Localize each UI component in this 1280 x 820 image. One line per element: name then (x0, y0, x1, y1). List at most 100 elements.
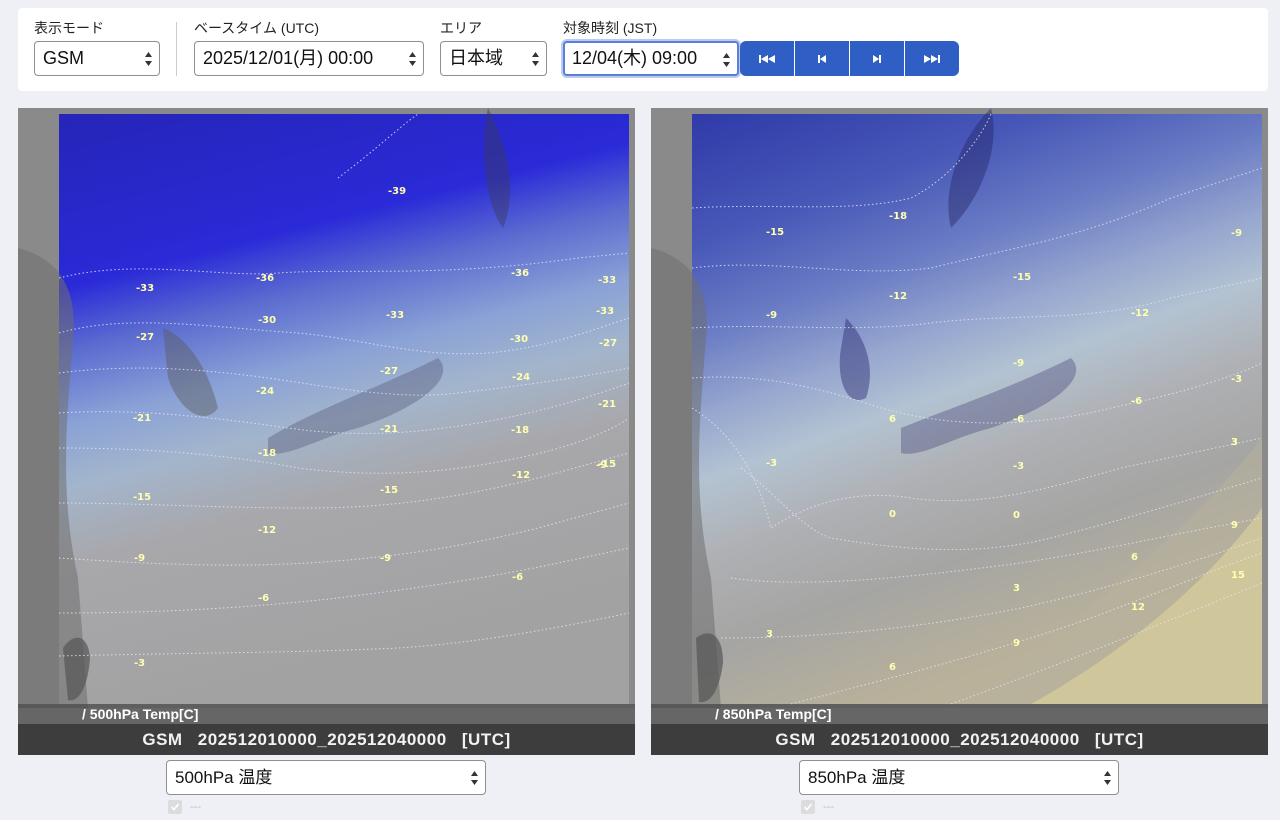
prev-button[interactable] (795, 41, 849, 76)
select-arrows-icon (1104, 771, 1111, 785)
overlay-checkbox-500hpa[interactable]: --- (168, 800, 201, 814)
contour-label: -3 (766, 458, 777, 469)
contour-label: -18 (511, 425, 529, 436)
contour-label: -6 (258, 593, 269, 604)
map-caption-run: GSM 202512010000_202512040000 [UTC] (651, 724, 1268, 755)
variable-select-box[interactable]: 850hPa 温度 (799, 760, 1119, 795)
contour-label: -24 (256, 386, 274, 397)
contour-label: -6 (1131, 396, 1142, 407)
contour-label: -12 (512, 470, 530, 481)
next-icon (873, 54, 881, 63)
contour-label: -12 (258, 525, 276, 536)
contour-label: -21 (598, 399, 616, 410)
toolbar: 表示モード GSM ベースタイム (UTC) 2025/12/01(月) 00:… (18, 8, 1268, 91)
variable-select-box[interactable]: 500hPa 温度 (166, 760, 486, 795)
checkbox-label: --- (190, 801, 201, 813)
contour-label: -33 (386, 310, 404, 321)
select-arrows-icon (723, 53, 730, 67)
mode-select[interactable]: GSM (34, 41, 160, 76)
contour-label: 15 (1231, 570, 1245, 581)
contour-label: -9 (134, 553, 145, 564)
area-control: エリア 日本域 (440, 20, 547, 76)
contour-label: -30 (258, 315, 276, 326)
map-panel-500hpa[interactable]: -39 -36 -36 -33 -33 -33 -33 -30 -30 -27 -27 -27 -24 -… (18, 108, 635, 755)
contour-label: -27 (599, 338, 617, 349)
first-icon (759, 54, 775, 63)
contour-label: 3 (766, 629, 773, 640)
next-button[interactable] (850, 41, 904, 76)
contour-label: -3 (1231, 374, 1242, 385)
contour-label: -9 (766, 310, 777, 321)
contour-label: -3 (134, 658, 145, 669)
contour-label: -15 (1013, 272, 1031, 283)
target-value: 12/04(木) 09:00 (572, 48, 698, 68)
first-button[interactable] (740, 41, 794, 76)
toolbar-divider (176, 22, 177, 76)
area-label: エリア (440, 20, 482, 36)
area-value: 日本域 (449, 48, 503, 68)
contour-label: 6 (1131, 552, 1138, 563)
contour-label: -12 (1131, 308, 1149, 319)
target-control: 対象時刻 (JST) 12/04(木) 09:00 (563, 20, 739, 76)
contour-label: 0 (1013, 510, 1020, 521)
contour-label: -33 (136, 283, 154, 294)
last-button[interactable] (905, 41, 959, 76)
select-arrows-icon (532, 52, 539, 66)
check-icon (170, 803, 180, 811)
prev-icon (818, 54, 826, 63)
contour-label: -24 (512, 372, 530, 383)
checkbox[interactable] (801, 800, 815, 814)
contour-label: -21 (133, 413, 151, 424)
select-arrows-icon (409, 52, 416, 66)
contour-label: 6 (889, 414, 896, 425)
contour-label: -15 (133, 492, 151, 503)
target-label: 対象時刻 (JST) (563, 20, 658, 36)
contour-label: -6 (1013, 414, 1024, 425)
contour-label: 0 (889, 509, 896, 520)
map-panel-850hpa[interactable]: -18 -15 -15 -12 -12 -9 -9 -9 -6 -6 -3 -3 -3 0 0 3 3 3 3 6 6 6… (651, 108, 1268, 755)
checkbox[interactable] (168, 800, 182, 814)
overlay-checkbox-850hpa[interactable]: --- (801, 800, 834, 814)
select-arrows-icon (145, 52, 152, 66)
contour-label: 3 (1013, 583, 1020, 594)
variable-select-850hpa[interactable]: 850hPa 温度 (799, 760, 1119, 795)
contour-label: -9 (596, 460, 607, 471)
contour-label: -33 (596, 306, 614, 317)
map-caption-run: GSM 202512010000_202512040000 [UTC] (18, 724, 635, 755)
contour-label: -27 (380, 366, 398, 377)
checkbox-label: --- (823, 801, 834, 813)
contour-label: 6 (889, 662, 896, 673)
contour-label: -9 (1013, 358, 1024, 369)
contour-label: -18 (889, 211, 907, 222)
mode-label: 表示モード (34, 20, 104, 36)
basetime-select[interactable]: 2025/12/01(月) 00:00 (194, 41, 424, 76)
contour-label: 3 (1231, 437, 1238, 448)
contour-label: 3 (1231, 437, 1238, 448)
contour-label: -9 (1231, 228, 1242, 239)
basetime-label: ベースタイム (UTC) (194, 20, 320, 36)
target-select[interactable]: 12/04(木) 09:00 (563, 41, 739, 76)
area-select[interactable]: 日本域 (440, 41, 547, 76)
basetime-control: ベースタイム (UTC) 2025/12/01(月) 00:00 (194, 20, 424, 76)
contour-label: -15 (380, 485, 398, 496)
mode-control: 表示モード GSM (34, 20, 160, 76)
contour-label: -36 (256, 273, 274, 284)
temperature-map-850hpa: -18-15-15-12-12-9-9-9-6-6-3 -3-3003333666… (651, 108, 1268, 708)
contour-label: -21 (380, 424, 398, 435)
contour-label: -39 (388, 186, 406, 197)
temperature-map-500hpa: -39 -36 -36 -33 -33 -33 -33 -30 -30 -27 -27 -27 -24 -… (18, 108, 635, 708)
map-caption-variable: / 850hPa Temp[C] (651, 704, 1268, 724)
contour-label: -15 (766, 227, 784, 238)
contour-label: -27 (136, 332, 154, 343)
time-nav-group (740, 41, 959, 76)
contour-label: 12 (1131, 602, 1145, 613)
contour-label: 9 (1231, 520, 1238, 531)
contour-label: -6 (512, 572, 523, 583)
contour-label: -15 (598, 459, 616, 470)
basetime-value: 2025/12/01(月) 00:00 (203, 48, 374, 68)
mode-value: GSM (43, 48, 85, 68)
contour-label: -30 (510, 334, 528, 345)
variable-select-500hpa[interactable]: 500hPa 温度 (166, 760, 486, 795)
variable-value: 850hPa 温度 (808, 768, 906, 787)
contour-label: -36 (511, 268, 529, 279)
